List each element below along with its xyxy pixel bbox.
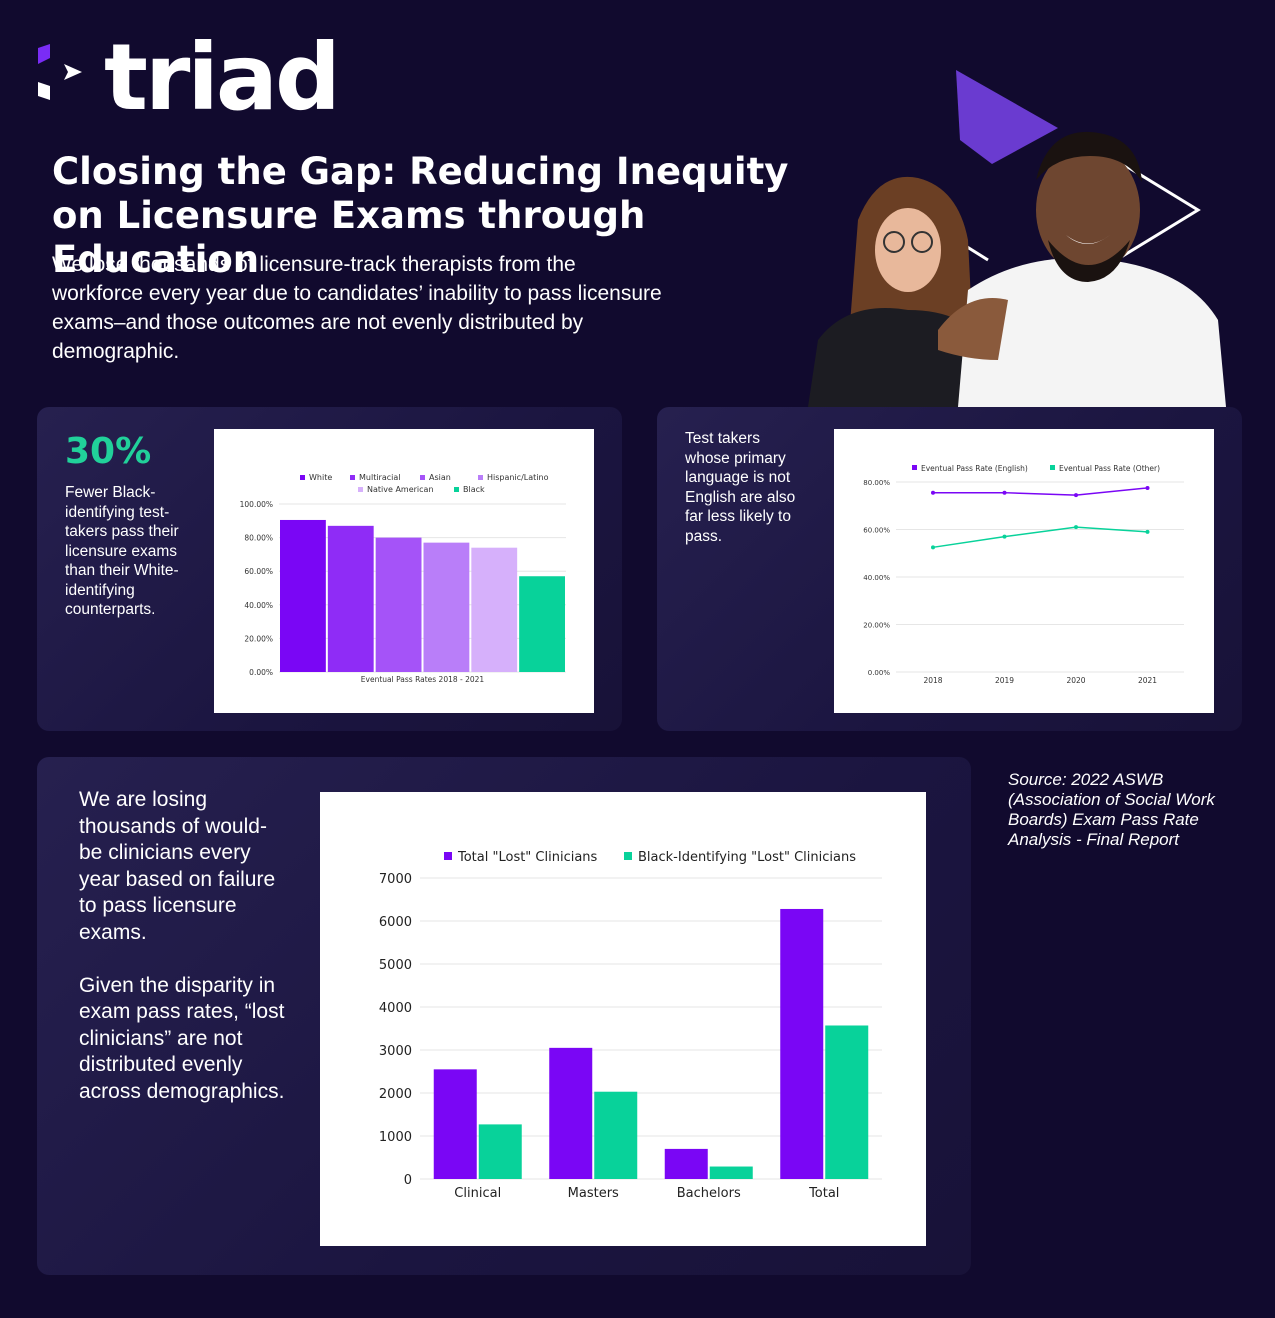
legend-label-black: Black: [463, 485, 485, 494]
bar-clinical-total: [433, 1069, 477, 1179]
x-tick-label-2020: 2020: [1066, 676, 1085, 685]
point-eventual-pass-rate-english: [1074, 493, 1078, 498]
bar-bachelors-total: [664, 1148, 708, 1179]
legend-swatch-black-identifying-lost-clinicians: [624, 852, 632, 860]
bar-multiracial: [327, 525, 374, 672]
brand-name: triad: [104, 24, 341, 131]
line-eventual-pass-rate-other: [932, 526, 1148, 549]
point-eventual-pass-rate-other: [1002, 534, 1007, 539]
race-pass-rate-chart-svg: 0.00% 20.00% 40.00% 60.00% 80.00% 100.00% Even…: [240, 473, 566, 684]
page-title: Closing the Gap: Reducing Inequity on Li…: [52, 150, 789, 281]
y-tick-label: 80.00%: [863, 479, 890, 487]
y-tick-label: 20.00%: [863, 622, 890, 630]
bar-asian: [375, 537, 422, 672]
legend-label-hispanic-latino: Hispanic/Latino: [487, 473, 549, 482]
language-description: Test takers whose primary language is no…: [685, 430, 796, 545]
legend-swatch-asian: [420, 475, 425, 480]
man-shirt: [958, 258, 1226, 407]
y-tick-label: 0.00%: [868, 669, 891, 677]
legend-label-multiracial: Multiracial: [359, 473, 401, 482]
source-citation: Source: 2022 ASWB (Association of Social…: [1008, 770, 1215, 849]
legend-swatch-white: [300, 475, 305, 480]
bar-total-black: [825, 1025, 869, 1179]
bar-white: [280, 519, 326, 672]
legend-label-eventual-pass-rate-other: Eventual Pass Rate (Other): [1059, 464, 1160, 473]
y-tick-label: 2000: [379, 1087, 412, 1102]
legend-label-asian: Asian: [429, 473, 451, 482]
bar-hispanic-latino: [423, 542, 470, 672]
y-tick-label: 0: [404, 1173, 412, 1188]
legend-label-black-identifying-lost-clinicians: Black-Identifying "Lost" Clinicians: [638, 850, 856, 865]
x-tick-label-2018: 2018: [923, 676, 942, 685]
legend-swatch-hispanic-latino: [478, 475, 483, 480]
bar-native-american: [471, 547, 518, 672]
lost-clinicians-chart: 0 1000 2000 3000 4000 5000 6000 7000 Clinical Mas…: [320, 792, 926, 1246]
bar-masters-black: [594, 1091, 638, 1179]
intro-paragraph: We lose thousands of licensure-track the…: [52, 253, 662, 363]
purple-arrow-shape: [956, 70, 1058, 164]
y-tick-label: 7000: [379, 872, 412, 887]
x-axis-title: Eventual Pass Rates 2018 - 2021: [361, 675, 485, 684]
lost-clinicians-text: We are losing thousands of would-be clin…: [79, 787, 289, 1106]
y-tick-label: 100.00%: [240, 500, 273, 509]
line-eventual-pass-rate-english: [933, 487, 1148, 496]
y-tick-label: 80.00%: [244, 534, 273, 543]
triad-logo: triad: [34, 24, 354, 131]
legend-swatch-black: [454, 487, 459, 492]
legend-swatch-eventual-pass-rate-english: [912, 465, 917, 470]
x-tick-label-2021: 2021: [1138, 676, 1157, 685]
legend-label-eventual-pass-rate-english: Eventual Pass Rate (English): [921, 464, 1028, 473]
lost-clinicians-paragraph-2: Given the disparity in exam pass rates, …: [79, 973, 285, 1103]
x-tick-label-2019: 2019: [995, 676, 1014, 685]
man-face: [1036, 146, 1140, 274]
point-eventual-pass-rate-other: [1145, 529, 1150, 534]
race-pass-rate-chart: 0.00% 20.00% 40.00% 60.00% 80.00% 100.00% Even…: [214, 429, 594, 713]
point-eventual-pass-rate-english: [1145, 485, 1150, 490]
stat-description: Fewer Black-identifying test-takers pass…: [65, 484, 179, 618]
y-tick-label: 3000: [379, 1044, 412, 1059]
y-tick-label: 5000: [379, 958, 412, 973]
bar-total-total: [780, 908, 824, 1179]
x-tick-label-bachelors: Bachelors: [677, 1186, 741, 1201]
legend-label-total-lost-clinicians: Total "Lost" Clinicians: [457, 850, 598, 865]
legend-swatch-eventual-pass-rate-other: [1050, 465, 1055, 470]
legend-swatch-multiracial: [350, 475, 355, 480]
y-tick-label: 60.00%: [863, 527, 890, 535]
woman-face: [875, 208, 941, 292]
language-pass-rate-card: Test takers whose primary language is no…: [657, 407, 1242, 731]
y-tick-label: 4000: [379, 1001, 412, 1016]
point-eventual-pass-rate-other: [1074, 525, 1078, 530]
point-eventual-pass-rate-english: [1002, 490, 1007, 495]
y-tick-label: 1000: [379, 1130, 412, 1145]
bar-black: [519, 576, 565, 672]
lost-clinicians-paragraph-1: We are losing thousands of would-be clin…: [79, 788, 276, 944]
legend-swatch-total-lost-clinicians: [444, 852, 452, 860]
lost-clinicians-chart-svg: 0 1000 2000 3000 4000 5000 6000 7000 Clinical Mas…: [379, 850, 882, 1201]
legend-label-white: White: [309, 473, 332, 482]
race-pass-rate-card: 30% Fewer Black-identifying test-takers …: [37, 407, 622, 731]
x-tick-label-total: Total: [808, 1186, 839, 1201]
stat-percentage: 30%: [65, 431, 152, 472]
language-pass-rate-chart-svg: 0.00% 20.00% 40.00% 60.00% 80.00% 2018 2019 202…: [863, 464, 1184, 685]
play-triangle-logo-icon: [38, 44, 82, 100]
x-tick-label-clinical: Clinical: [454, 1186, 501, 1201]
legend-label-native-american: Native American: [367, 485, 434, 494]
y-tick-label: 20.00%: [244, 634, 273, 643]
point-eventual-pass-rate-english: [931, 490, 935, 495]
y-tick-label: 60.00%: [244, 567, 273, 576]
y-tick-label: 0.00%: [249, 668, 273, 677]
legend-swatch-native-american: [358, 487, 363, 492]
y-tick-label: 6000: [379, 915, 412, 930]
language-pass-rate-chart: 0.00% 20.00% 40.00% 60.00% 80.00% 2018 2019 202…: [834, 429, 1214, 713]
bar-bachelors-black: [709, 1166, 753, 1179]
point-eventual-pass-rate-other: [931, 545, 935, 550]
hero-people-illustration: [808, 70, 1226, 407]
y-tick-label: 40.00%: [244, 601, 273, 610]
x-tick-label-masters: Masters: [568, 1186, 619, 1201]
lost-clinicians-card: We are losing thousands of would-be clin…: [37, 757, 971, 1275]
y-tick-label: 40.00%: [863, 574, 890, 582]
bar-clinical-black: [478, 1124, 522, 1179]
bar-masters-total: [549, 1047, 593, 1179]
